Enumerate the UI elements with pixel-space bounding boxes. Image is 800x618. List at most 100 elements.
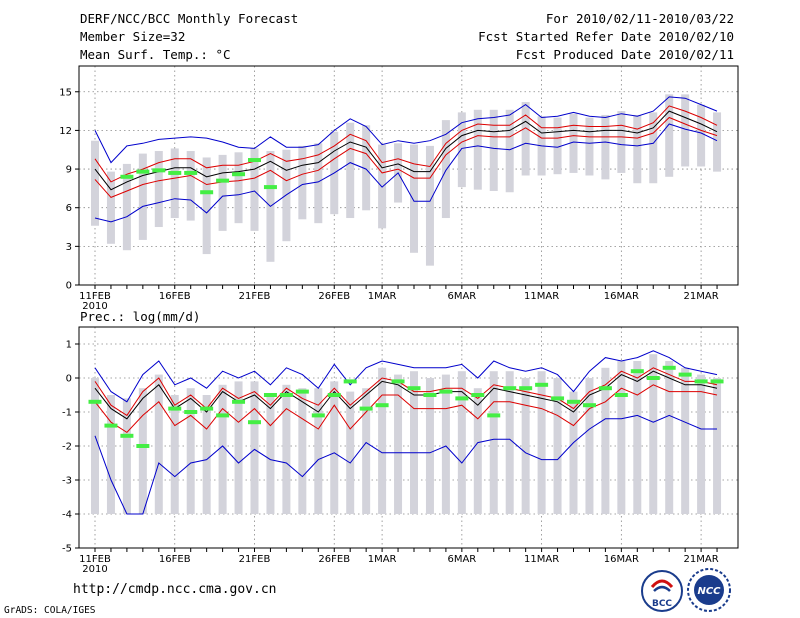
temp-observed-marker (168, 170, 182, 175)
prec-range-bar (186, 388, 195, 514)
temp-xtick-label: 11MAR (524, 291, 559, 302)
prec-observed-marker (343, 379, 357, 384)
temp-range-bar (250, 148, 259, 231)
prec-range-bar (362, 388, 371, 514)
temp-year-label: 2010 (82, 301, 107, 312)
prec-observed-marker (216, 413, 230, 418)
prec-xtick-label: 21FEB (239, 554, 271, 565)
prec-range-bar (330, 381, 339, 514)
temp-observed-marker (200, 190, 214, 195)
temp-range-bar (441, 120, 450, 219)
prec-plot-frame (78, 326, 739, 549)
prec-observed-marker (359, 406, 373, 411)
prec-mean-line (94, 370, 718, 420)
prec-range-bar (298, 388, 307, 514)
prec-range-bar (91, 378, 99, 514)
prec-xtick-label: 26FEB (318, 554, 350, 565)
temp-range-bar (601, 114, 610, 180)
temp-observed-marker (184, 170, 198, 175)
ncc-logo-text: NCC (697, 586, 721, 597)
prec-observed-marker (551, 396, 565, 401)
prec-observed-marker (168, 406, 182, 411)
prec-min-line (94, 414, 717, 515)
prec-observed-marker (614, 393, 628, 397)
temp-range-bar (681, 94, 690, 167)
prec-range-bar (617, 361, 626, 514)
prec-range-bar (441, 374, 450, 514)
temp-range-bar (457, 112, 466, 188)
prec-xtick-label: 21MAR (684, 554, 719, 565)
temp-range-bar (569, 113, 578, 173)
prec-ytick-label: -3 (62, 476, 72, 487)
temp-xtick-label: 6MAR (447, 291, 476, 302)
temp-ytick-label: 9 (66, 165, 72, 176)
prec-range-bar (649, 354, 658, 514)
prec-range-bar (154, 374, 163, 514)
prec-observed-marker (248, 420, 261, 425)
prec-range-bar (170, 395, 179, 514)
prec-observed-marker (471, 393, 485, 397)
prec-observed-marker (567, 399, 580, 404)
prec-range-bar (521, 378, 530, 514)
temp-range-bar (346, 122, 355, 219)
prec-lower-line (94, 384, 718, 434)
prec-ytick-label: -1 (62, 408, 72, 419)
temp-observed-marker (152, 168, 166, 173)
temp-range-bar (410, 144, 418, 253)
prec-observed-marker (455, 396, 469, 401)
prec-ytick-label: -2 (62, 442, 72, 453)
prec-range-bar (266, 395, 275, 514)
prec-range-bar (713, 378, 722, 514)
prec-observed-marker (375, 403, 389, 408)
temp-ytick-label: 0 (66, 281, 72, 292)
temp-observed-marker (232, 172, 246, 177)
prec-xtick-label: 1MAR (368, 554, 397, 565)
prec-observed-marker (630, 369, 644, 374)
prec-observed-marker (391, 379, 405, 384)
temp-range-bar (298, 145, 307, 220)
source-url[interactable]: http://cmdp.ncc.cma.gov.cn (73, 582, 277, 597)
temp-observed-marker (120, 174, 134, 179)
prec-observed-marker (646, 376, 660, 380)
prec-xtick-label: 11FEB (79, 554, 111, 565)
prec-range-bar (473, 388, 482, 514)
temp-range-bar (170, 148, 179, 219)
prec-observed-marker (407, 386, 421, 391)
prec-range-bar (601, 367, 610, 514)
prec-observed-marker (535, 382, 549, 387)
prec-observed-marker (598, 386, 612, 391)
prec-observed-marker (487, 413, 501, 418)
prec-range-bar (378, 367, 387, 514)
prec-observed-marker (694, 379, 708, 384)
refer-date: Fcst Started Refer Date 2010/02/10 (478, 29, 734, 44)
temp-range-bar (649, 112, 658, 184)
prec-range-bar (250, 381, 259, 514)
temp-ytick-label: 6 (66, 203, 72, 214)
temp-ytick-label: 3 (66, 242, 72, 253)
temp-range-bar (218, 154, 227, 231)
temp-range-bar (697, 104, 706, 167)
temp-min-line (94, 123, 718, 223)
temp-range-bar (362, 125, 371, 211)
prec-range-bar (314, 388, 323, 514)
prec-observed-marker (279, 393, 293, 397)
precipitation-panel: -5 -4 -3 -2 -1 0 1 11FEB 16FEB 21FEB 26FEB 1MAR 6MAR… (62, 326, 739, 575)
prec-range-bar (138, 388, 147, 514)
temperature-panel: 0 3 6 9 12 15 11FEB 16FEB 21FEB 26FEB 1MAR 6MAR 11MA… (59, 65, 739, 312)
temp-range-bar (665, 94, 674, 177)
temp-range-bar (489, 109, 498, 191)
temp-observed-marker (263, 185, 277, 190)
temp-range-bar (553, 117, 562, 175)
temp-mean-line (94, 110, 718, 191)
temp-ytick-label: 15 (59, 87, 72, 98)
temp-range-bar (202, 157, 211, 255)
temp-plot-frame (78, 65, 739, 286)
prec-range-bar (218, 384, 227, 514)
prec-observed-marker (232, 399, 246, 404)
prec-range-bar (234, 381, 243, 514)
temp-range-bar (91, 140, 99, 226)
prec-ytick-label: -5 (62, 544, 72, 555)
prec-year-label: 2010 (82, 564, 107, 575)
prec-range-bar (202, 395, 211, 514)
